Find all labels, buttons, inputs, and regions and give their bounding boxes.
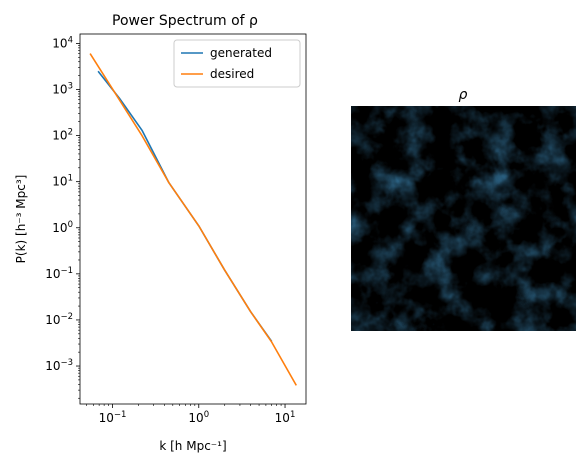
x-axis-label: k [h Mpc⁻¹]	[159, 439, 226, 453]
y-tick-label: 100	[52, 220, 73, 235]
series-layer	[89, 53, 297, 386]
y-axis-label: P(k) [h⁻³ Mpc³]	[14, 175, 28, 264]
legend: generated desired	[173, 39, 301, 88]
power-spectrum-plot-area: 10−1 100 101 10−3 10−2 10−1 100 101 102 103 104	[45, 33, 307, 425]
legend-entry-desired: desired	[210, 67, 254, 81]
plot-frame	[79, 33, 307, 405]
power-spectrum-panel: Power Spectrum of ρ 10−1 100 101 10−310−21…	[14, 13, 307, 453]
x-tick-label: 10−1	[99, 410, 127, 425]
x-tick-label: 101	[275, 410, 296, 425]
y-tick-label: 10−1	[45, 266, 73, 281]
y-tick-label: 104	[52, 35, 73, 50]
density-field-title: ρ	[459, 87, 468, 103]
y-tick-label: 102	[52, 128, 73, 143]
density-field-image	[351, 106, 576, 331]
power-spectrum-title: Power Spectrum of ρ	[112, 13, 258, 29]
legend-entry-generated: generated	[210, 46, 272, 60]
series-line-desired	[89, 53, 297, 386]
x-tick-label: 100	[188, 410, 209, 425]
legend-box	[173, 39, 301, 88]
y-tick-label: 10−3	[45, 358, 73, 373]
y-tick-label: 103	[52, 81, 73, 96]
y-tick-label: 10−2	[45, 312, 73, 327]
y-axis-ticks: 10−3 10−2 10−1 100 101 102 103 104	[45, 35, 80, 399]
y-tick-label: 101	[52, 174, 73, 189]
density-field-panel: ρ	[351, 87, 576, 331]
x-axis-ticks: 10−1 100 101	[86, 404, 296, 425]
